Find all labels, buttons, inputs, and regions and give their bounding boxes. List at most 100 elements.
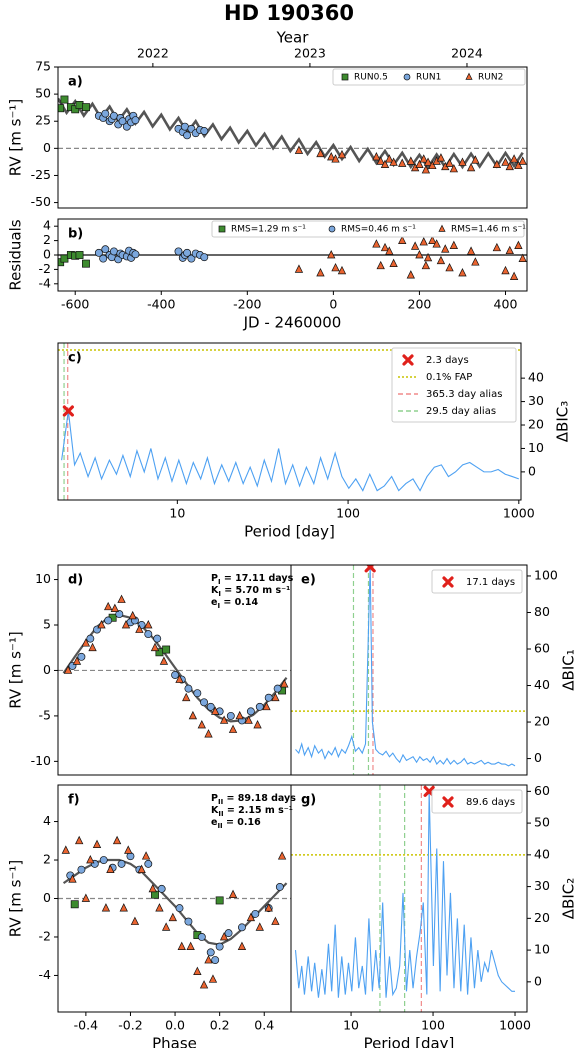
- circle-marker: [206, 948, 215, 957]
- triangle-marker: [445, 158, 454, 167]
- triangle-marker: [441, 244, 450, 253]
- cross-marker: [442, 576, 454, 588]
- triangle-marker: [246, 912, 256, 922]
- x-tick-label: -400: [147, 297, 175, 312]
- annotation-symbol: K: [211, 805, 219, 816]
- x-tick-label: 0.4: [254, 1018, 274, 1033]
- triangle-marker: [466, 162, 476, 172]
- y-tick-label: -4: [39, 275, 52, 290]
- y-tick-label: -50: [31, 194, 51, 209]
- triangle-marker: [124, 845, 133, 854]
- annotation: KI = 5.70 m s⁻¹: [211, 585, 290, 599]
- circle-marker: [99, 254, 108, 263]
- circle-marker: [99, 856, 108, 864]
- x-tick-label: -200: [233, 297, 261, 312]
- square-marker: [162, 645, 171, 654]
- x2-tick-label: 2023: [294, 46, 326, 61]
- triangle-marker: [421, 165, 431, 174]
- annotation: PI = 17.11 days: [211, 573, 294, 587]
- circle-marker: [264, 693, 273, 702]
- triangle-marker: [419, 154, 428, 163]
- triangle-marker: [372, 239, 381, 248]
- circle-marker: [237, 923, 246, 932]
- x-tick-label: 10: [343, 1018, 359, 1033]
- triangle-marker: [432, 239, 441, 248]
- triangle-marker: [436, 255, 446, 265]
- y-tick-label: 25: [35, 113, 51, 128]
- triangle-marker: [121, 620, 131, 629]
- triangle-marker: [61, 845, 70, 854]
- triangle-marker: [465, 72, 473, 80]
- triangle-marker: [389, 157, 398, 166]
- plot-area: [291, 785, 527, 1012]
- legend-box: [431, 789, 523, 814]
- triangle-marker: [509, 271, 519, 280]
- axes-frame: [290, 784, 528, 1013]
- triangle-marker: [398, 235, 407, 244]
- x-tick-label: -0.4: [74, 1018, 98, 1033]
- triangle-marker: [501, 265, 510, 275]
- y-axis-label: RV [m s⁻¹]: [7, 99, 25, 176]
- square-marker: [218, 225, 226, 233]
- triangle-marker: [380, 242, 390, 252]
- annotation-text: = 2.15 m s⁻¹: [224, 805, 293, 816]
- triangle-marker: [376, 260, 385, 270]
- triangle-marker: [372, 152, 381, 161]
- triangle-marker: [428, 235, 437, 244]
- circle-marker: [328, 225, 336, 233]
- triangle-marker: [331, 154, 340, 163]
- triangle-marker: [253, 720, 262, 729]
- triangle-marker: [316, 268, 325, 277]
- triangle-marker: [104, 601, 113, 611]
- triangle-marker: [428, 160, 437, 170]
- circle-marker: [224, 929, 233, 938]
- cross-marker: [364, 565, 376, 573]
- panel-label: a): [68, 75, 83, 90]
- triangle-marker: [458, 157, 467, 166]
- annotation-symbol: K: [211, 585, 219, 596]
- triangle-marker: [68, 874, 77, 883]
- triangle-marker: [423, 157, 433, 166]
- x-axis-label: Phase: [152, 1035, 197, 1048]
- legend-label: 0.1% FAP: [426, 372, 472, 383]
- x-tick-label: 100: [336, 506, 360, 521]
- x2-axis-label: Year: [276, 29, 310, 47]
- circle-marker: [175, 904, 184, 913]
- y-tick-label: 60: [534, 783, 550, 798]
- y-axis-label: ΔBIC₁: [560, 649, 578, 690]
- square-marker: [71, 105, 80, 114]
- circle-marker: [153, 634, 162, 643]
- plot-area: [291, 565, 527, 775]
- circle-marker: [211, 956, 220, 965]
- y-tick-label: 2: [43, 852, 51, 867]
- circle-marker: [144, 859, 153, 868]
- annotation-symbol: P: [211, 793, 218, 804]
- triangle-marker: [119, 903, 128, 912]
- x-tick-label: -0.2: [118, 1018, 142, 1033]
- annotation-subscript: II: [218, 798, 223, 806]
- annotation: KII = 2.15 m s⁻¹: [211, 805, 293, 819]
- legend-box: [391, 347, 517, 423]
- triangle-marker: [398, 158, 407, 167]
- circle-marker: [184, 684, 193, 693]
- y-tick-label: 40: [534, 846, 550, 861]
- annotation-subscript: II: [217, 822, 222, 830]
- square-marker: [70, 900, 79, 909]
- circle-marker: [101, 245, 110, 254]
- y-tick-label: 60: [534, 641, 550, 656]
- circle-marker: [200, 127, 209, 135]
- x-axis-label: Period [day]: [244, 523, 335, 541]
- legend-label: 89.6 days: [466, 797, 515, 808]
- circle-marker: [117, 859, 126, 868]
- triangle-marker: [117, 594, 126, 603]
- triangle-marker: [410, 241, 420, 250]
- triangle-marker: [492, 242, 502, 252]
- circle-marker: [255, 702, 264, 711]
- triangle-marker: [92, 839, 102, 848]
- axes-frame: [57, 218, 528, 292]
- circle-marker: [403, 73, 411, 81]
- triangle-marker: [514, 240, 523, 249]
- triangle-marker: [137, 864, 146, 873]
- circle-marker: [246, 707, 255, 716]
